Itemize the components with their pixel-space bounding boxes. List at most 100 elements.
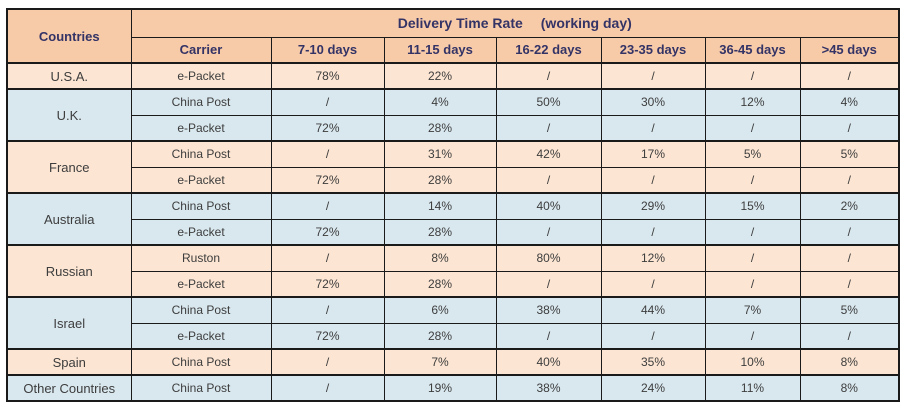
rate-cell: / — [799, 322, 900, 350]
table-row: France China Post/31% 42% 17% 5% 5% — [6, 140, 900, 194]
countries-header: Countries — [6, 8, 132, 64]
rate-cell: / — [495, 62, 602, 90]
rate-cell: / — [495, 322, 602, 350]
rate-cell: / — [270, 192, 385, 220]
rate-cell: 2% — [799, 192, 900, 220]
table-row: Russian Ruston/8% 80% 12% / / — [6, 244, 900, 298]
rate-cell: 29% — [600, 192, 706, 220]
carrier-cell: e-Packet — [130, 322, 272, 350]
table-row: e-Packet 72% 28% / / / / — [7, 322, 900, 350]
delivery-rate-table: Countries Delivery Time Rate (working day… — [6, 8, 901, 402]
country-cell: U.K. — [6, 88, 132, 142]
table-row: Other Countries China Post/19% 38% 24% 11% 8% — [6, 374, 900, 402]
rate-cell: / — [495, 166, 602, 194]
rate-cell: 28% — [383, 322, 497, 350]
table-row: e-Packet 72% 28% / / / / — [7, 166, 900, 194]
rate-cell: / — [704, 322, 801, 350]
rate-cell: / — [704, 114, 801, 142]
column-header: 36-45 days — [704, 36, 801, 64]
rate-cell: / — [600, 218, 706, 246]
carrier-cell: China Post — [130, 88, 272, 116]
rate-cell: 35% — [600, 348, 706, 376]
rate-cell: / — [799, 270, 900, 298]
column-header: 11-15 days — [383, 36, 497, 64]
carrier-cell: e-Packet — [130, 270, 272, 298]
rate-cell: 50% — [495, 88, 602, 116]
column-header: 16-22 days — [495, 36, 602, 64]
rate-cell: / — [270, 348, 385, 376]
rate-cell: / — [704, 166, 801, 194]
rate-cell: 72% — [270, 114, 385, 142]
delivery-rate-table-container: Countries Delivery Time Rate (working day… — [6, 8, 901, 402]
carrier-cell: e-Packet — [130, 114, 272, 142]
table-row: U.K. China Post/4% 50% 30% 12% 4% — [6, 88, 900, 142]
rate-cell: 38% — [495, 374, 602, 402]
rate-cell: / — [600, 114, 706, 142]
table-title-row: Countries Delivery Time Rate (working day… — [6, 8, 900, 64]
rate-cell: 30% — [600, 88, 706, 116]
rate-cell: / — [799, 218, 900, 246]
country-cell: France — [6, 140, 132, 194]
rate-cell: / — [799, 166, 900, 194]
rate-cell: 28% — [383, 114, 497, 142]
rate-cell: 28% — [383, 270, 497, 298]
table-body: U.S.A. e-Packet 78% 22% / / / / U.K. China Post/4… — [6, 62, 900, 402]
rate-cell: 8% — [799, 374, 900, 402]
rate-cell: / — [270, 140, 385, 168]
table-title: Delivery Time Rate (working day) — [130, 8, 900, 38]
rate-cell: 40% — [495, 192, 602, 220]
table-row: e-Packet 72% 28% / / / / — [7, 218, 900, 246]
rate-cell: / — [799, 114, 900, 142]
rate-cell: 22% — [383, 62, 497, 90]
rate-cell: 7% — [383, 348, 497, 376]
carrier-cell: China Post — [130, 348, 272, 376]
country-cell: Israel — [6, 296, 132, 350]
rate-cell: 12% — [600, 244, 706, 272]
table-row: e-Packet 72% 28% / / / / — [7, 114, 900, 142]
country-cell: Other Countries — [6, 374, 132, 402]
rate-cell: 4% — [383, 88, 497, 116]
carrier-cell: e-Packet — [130, 166, 272, 194]
rate-cell: 80% — [495, 244, 602, 272]
carrier-cell: China Post — [130, 192, 272, 220]
country-cell: Russian — [6, 244, 132, 298]
rate-cell: 24% — [600, 374, 706, 402]
rate-cell: / — [704, 62, 801, 90]
carrier-cell: China Post — [130, 296, 272, 324]
carrier-cell: e-Packet — [130, 218, 272, 246]
rate-cell: 8% — [799, 348, 900, 376]
rate-cell: / — [270, 88, 385, 116]
rate-cell: / — [600, 166, 706, 194]
column-header-row: Carrier 7-10 days 11-15 days 16-22 days 23-3… — [7, 36, 900, 64]
rate-cell: 17% — [600, 140, 706, 168]
carrier-cell: China Post — [130, 374, 272, 402]
country-cell: U.S.A. — [6, 62, 132, 90]
rate-cell: / — [799, 62, 900, 90]
rate-cell: / — [270, 244, 385, 272]
rate-cell: / — [799, 244, 900, 272]
rate-cell: 28% — [383, 218, 497, 246]
table-row: Spain China Post/7% 40% 35% 10% 8% — [6, 348, 900, 376]
rate-cell: 72% — [270, 322, 385, 350]
rate-cell: / — [704, 218, 801, 246]
table-title-text: Delivery Time Rate — [397, 15, 523, 32]
table-title-note: (working day) — [540, 15, 632, 32]
rate-cell: / — [495, 114, 602, 142]
rate-cell: / — [270, 374, 385, 402]
rate-cell: / — [600, 322, 706, 350]
rate-cell: 4% — [799, 88, 900, 116]
table-row: e-Packet 72% 28% / / / / — [7, 270, 900, 298]
rate-cell: 40% — [495, 348, 602, 376]
rate-cell: 78% — [270, 62, 385, 90]
country-cell: Spain — [6, 348, 132, 376]
rate-cell: 8% — [383, 244, 497, 272]
column-header: 7-10 days — [270, 36, 385, 64]
rate-cell: 14% — [383, 192, 497, 220]
column-header: >45 days — [799, 36, 900, 64]
carrier-cell: e-Packet — [130, 62, 272, 90]
rate-cell: 31% — [383, 140, 497, 168]
rate-cell: 38% — [495, 296, 602, 324]
rate-cell: 10% — [704, 348, 801, 376]
rate-cell: / — [704, 244, 801, 272]
column-header: 23-35 days — [600, 36, 706, 64]
